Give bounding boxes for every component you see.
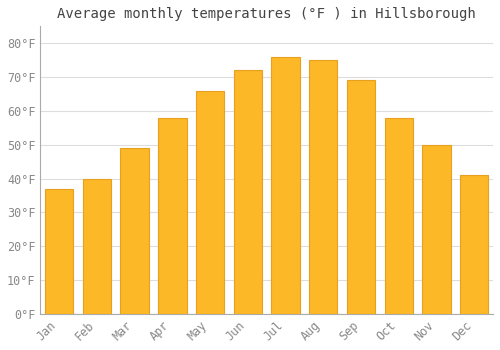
Bar bbox=[309, 60, 338, 314]
Bar bbox=[120, 148, 149, 314]
Bar bbox=[196, 91, 224, 314]
Bar bbox=[45, 189, 74, 314]
Bar bbox=[422, 145, 450, 314]
Bar bbox=[234, 70, 262, 314]
Bar bbox=[272, 57, 299, 314]
Bar bbox=[158, 118, 186, 314]
Bar bbox=[384, 118, 413, 314]
Bar bbox=[460, 175, 488, 314]
Title: Average monthly temperatures (°F ) in Hillsborough: Average monthly temperatures (°F ) in Hi… bbox=[58, 7, 476, 21]
Bar bbox=[83, 178, 111, 314]
Bar bbox=[347, 80, 375, 314]
